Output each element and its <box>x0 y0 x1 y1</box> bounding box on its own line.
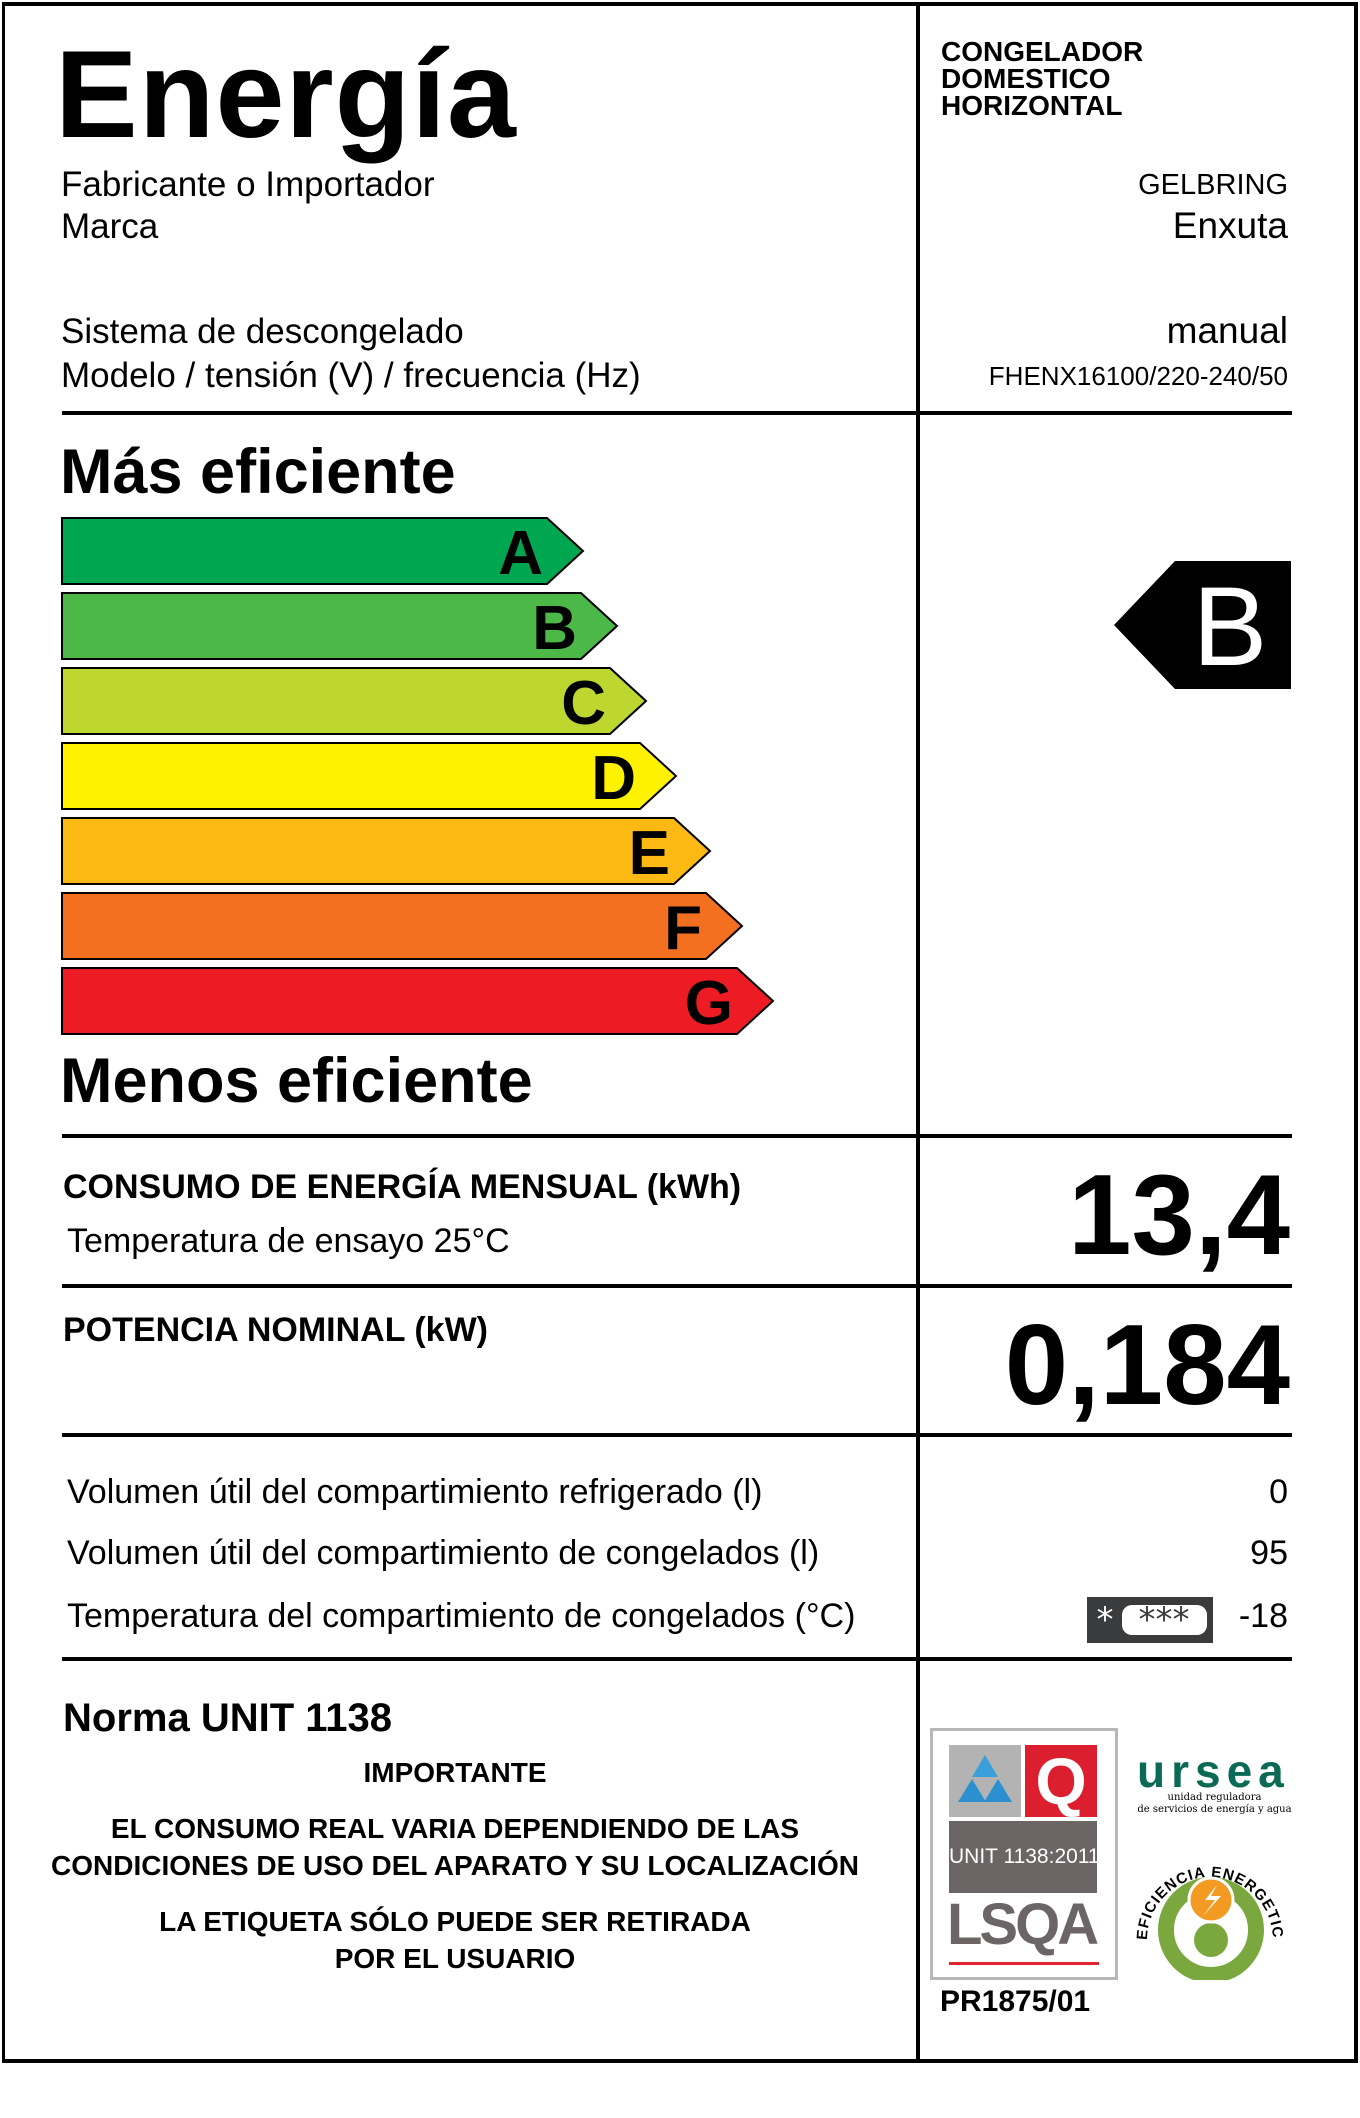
svg-text:***: *** <box>1139 1600 1190 1640</box>
column-divider <box>916 2 920 2063</box>
volume-value: 95 <box>1250 1534 1288 1572</box>
energy-class-bar-e: E <box>61 817 712 888</box>
defrost-value: manual <box>1166 310 1288 351</box>
energy-class-letter: G <box>685 969 733 1038</box>
ursea-logo: ursea unidad reguladora de servicios de … <box>1137 1745 1292 1816</box>
model-label: Modelo / tensión (V) / frecuencia (Hz) <box>61 356 641 395</box>
energy-class-arrow <box>61 742 678 810</box>
temperature-label: Temperatura del compartimiento de congel… <box>67 1597 856 1635</box>
most-efficient-label: Más eficiente <box>60 437 456 507</box>
energy-class-arrow <box>61 892 744 960</box>
manufacturer-value: GELBRING <box>1138 169 1288 201</box>
energy-class-bar-d: D <box>61 742 678 813</box>
note-line: EL CONSUMO REAL VARIA DEPENDIENDO DE LAS <box>110 1813 800 1844</box>
page-title: Energía <box>55 26 517 164</box>
appliance-type-line: DOMESTICO <box>941 63 1111 94</box>
divider <box>62 1433 1292 1437</box>
removal-note: LA ETIQUETA SÓLO PUEDE SER RETIRADA POR … <box>5 1903 905 1977</box>
temperature-value: -18 <box>1238 1597 1288 1635</box>
energy-class-bar-b: B <box>61 592 619 663</box>
note-line: POR EL USUARIO <box>334 1943 576 1974</box>
least-efficient-label: Menos eficiente <box>60 1046 533 1116</box>
border-right <box>1354 2 1358 2063</box>
consumption-value: 13,4 <box>1068 1152 1290 1279</box>
four-star-freezer-icon: * *** <box>1087 1597 1213 1643</box>
appliance-type-line: CONGELADOR <box>941 36 1144 67</box>
divider <box>62 1284 1292 1288</box>
rating-letter: B <box>1193 564 1268 689</box>
brand-value: Enxuta <box>1172 205 1288 246</box>
volume-label: Volumen útil del compartimiento de conge… <box>67 1534 820 1572</box>
cert-standard: UNIT 1138:2011 <box>949 1821 1100 1893</box>
consumption-note: EL CONSUMO REAL VARIA DEPENDIENDO DE LAS… <box>5 1810 905 1884</box>
energy-class-letter: B <box>532 594 577 663</box>
rating-indicator: B <box>1114 561 1291 689</box>
energy-class-letter: C <box>561 669 606 738</box>
energy-class-letter: D <box>591 744 636 813</box>
model-value: FHENX16100/220-240/50 <box>988 361 1288 391</box>
energy-class-arrow <box>61 517 585 585</box>
border-top <box>2 2 1357 6</box>
energy-class-bar-c: C <box>61 667 648 738</box>
rating-arrow <box>1114 561 1291 689</box>
appliance-type: CONGELADOR DOMESTICO HORIZONTAL <box>941 36 1144 121</box>
power-value: 0,184 <box>1004 1302 1290 1429</box>
energy-class-letter: E <box>629 819 670 888</box>
divider <box>62 1134 1292 1138</box>
energy-class-arrow <box>61 817 712 885</box>
volume-label: Volumen útil del compartimiento refriger… <box>67 1473 763 1511</box>
divider <box>62 411 1292 415</box>
border-left <box>2 2 5 2063</box>
ursea-subtitle: unidad reguladora de servicios de energí… <box>1137 1792 1292 1816</box>
ursea-wordmark: ursea <box>1137 1745 1290 1797</box>
energy-class-arrow <box>61 667 648 735</box>
energy-class-letter: F <box>664 894 702 963</box>
test-temperature-label: Temperatura de ensayo 25°C <box>67 1222 510 1260</box>
cert-code: PR1875/01 <box>940 1985 1091 2018</box>
border-bottom <box>2 2059 1357 2063</box>
energy-class-letter: A <box>498 519 543 588</box>
energy-class-arrow <box>61 592 619 660</box>
manufacturer-label: Fabricante o Importador <box>61 165 435 204</box>
lsqa-certification-logo: Q UNIT 1138:2011 LSQA <box>930 1728 1118 1980</box>
ursea-subtitle-line: de servicios de energía y agua <box>1137 1804 1292 1815</box>
svg-text:*: * <box>1097 1600 1114 1640</box>
norma-label: Norma UNIT 1138 <box>63 1696 393 1740</box>
brand-label: Marca <box>61 207 159 246</box>
energy-class-bar-a: A <box>61 517 585 588</box>
volume-value: 0 <box>1269 1473 1288 1511</box>
energy-efficiency-seal: EFICIENCIA ENERGETICA <box>1125 1840 1285 1980</box>
important-heading: IMPORTANTE <box>363 1757 547 1788</box>
cert-logo-text: LSQA <box>947 1892 1099 1957</box>
power-label: POTENCIA NOMINAL (kW) <box>63 1311 488 1349</box>
triangles-icon <box>949 1745 1021 1817</box>
ursea-subtitle-line: unidad reguladora <box>1167 1792 1262 1803</box>
divider <box>62 1657 1292 1661</box>
q-icon: Q <box>1025 1745 1097 1817</box>
energy-class-bar-f: F <box>61 892 744 963</box>
consumption-label: CONSUMO DE ENERGÍA MENSUAL (kWh) <box>63 1168 742 1206</box>
appliance-type-line: HORIZONTAL <box>941 90 1123 121</box>
cert-underline <box>949 1962 1099 1965</box>
note-line: CONDICIONES DE USO DEL APARATO Y SU LOCA… <box>51 1850 859 1881</box>
energy-class-bar-g: G <box>61 967 775 1038</box>
note-line: LA ETIQUETA SÓLO PUEDE SER RETIRADA <box>159 1906 751 1937</box>
energy-class-arrow <box>61 967 775 1035</box>
defrost-label: Sistema de descongelado <box>61 312 464 351</box>
